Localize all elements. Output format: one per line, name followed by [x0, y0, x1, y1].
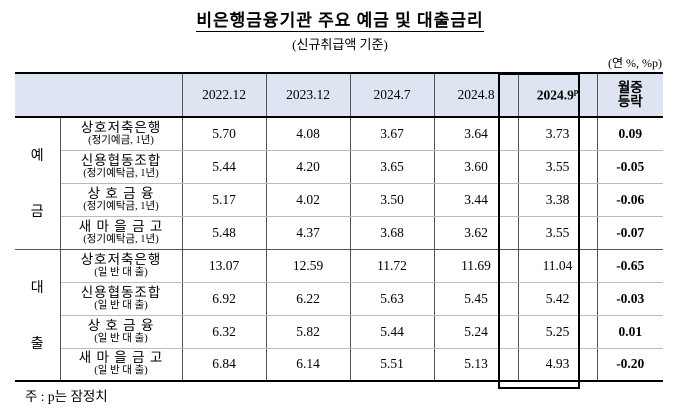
value-cell: 5.44	[182, 150, 266, 184]
value-cell: 3.68	[349, 216, 434, 250]
header-corner	[15, 72, 183, 118]
institution-cell: 상 호 금 융 (정기예탁금, 1년)	[60, 183, 183, 217]
category-deposit: 예 금	[15, 117, 61, 250]
value-cell: 6.92	[182, 282, 266, 316]
value-cell: 5.13	[433, 348, 518, 382]
footnote: 주 : p는 잠정치	[25, 389, 108, 404]
change-cell: -0.03	[596, 282, 663, 316]
table-row: 상 호 금 융 (일 반 대 출) 6.32 5.82 5.44 5.24 5.2…	[15, 315, 663, 349]
institution-cell: 신용협동조합 (정기예탁금, 1년)	[60, 150, 183, 184]
value-cell: 6.32	[182, 315, 266, 349]
table-row: 대 출 상호저축은행 (일 반 대 출) 13.07 12.59 11.72 11…	[15, 249, 663, 382]
value-cell: 13.07	[182, 249, 266, 283]
col-header: 2023.12	[265, 72, 350, 118]
value-cell: 3.44	[433, 183, 518, 217]
value-cell: 3.60	[433, 150, 518, 184]
value-cell: 5.25	[517, 315, 597, 349]
value-cell: 3.73	[517, 117, 597, 151]
value-cell: 3.67	[349, 117, 434, 151]
col-header-change: 월중 등락	[596, 72, 663, 118]
value-cell: 4.02	[265, 183, 350, 217]
category-loan: 대 출	[15, 249, 61, 382]
unit-label: (연 %, %p)	[607, 56, 662, 70]
value-cell: 6.22	[265, 282, 350, 316]
value-cell: 4.08	[265, 117, 350, 151]
value-cell: 3.62	[433, 216, 518, 250]
value-cell: 11.04	[517, 249, 597, 283]
change-cell: -0.20	[596, 348, 663, 382]
change-cell: -0.06	[596, 183, 663, 217]
value-cell: 5.17	[182, 183, 266, 217]
change-cell: -0.05	[596, 150, 663, 184]
col-header: 2022.12	[182, 72, 266, 118]
interest-rate-table: 2022.12 2023.12 2024.7 2024.8 2024.9p 월중…	[15, 72, 663, 382]
table-title: 비은행금융기관 주요 예금 및 대출금리	[196, 11, 484, 32]
col-header: 2024.8	[433, 72, 518, 118]
value-cell: 3.38	[517, 183, 597, 217]
institution-cell: 새 마 을 금 고 (일 반 대 출)	[60, 348, 183, 382]
value-cell: 6.14	[265, 348, 350, 382]
value-cell: 5.45	[433, 282, 518, 316]
value-cell: 11.69	[433, 249, 518, 283]
table-subtitle: (신규취급액 기준)	[292, 37, 388, 52]
institution-cell: 신용협동조합 (일 반 대 출)	[60, 282, 183, 316]
value-cell: 12.59	[265, 249, 350, 283]
value-cell: 5.48	[182, 216, 266, 250]
value-cell: 3.64	[433, 117, 518, 151]
table-row: 신용협동조합 (정기예탁금, 1년) 5.44 4.20 3.65 3.60 3.…	[15, 150, 663, 184]
value-cell: 5.24	[433, 315, 518, 349]
value-cell: 5.82	[265, 315, 350, 349]
change-cell: -0.65	[596, 249, 663, 283]
value-cell: 3.55	[517, 216, 597, 250]
institution-cell: 상호저축은행 (정기예금, 1년)	[60, 117, 183, 151]
value-cell: 3.65	[349, 150, 434, 184]
value-cell: 4.37	[265, 216, 350, 250]
table-row: 새 마 을 금 고 (정기예탁금, 1년) 5.48 4.37 3.68 3.62…	[15, 216, 663, 250]
institution-cell: 새 마 을 금 고 (정기예탁금, 1년)	[60, 216, 183, 250]
value-cell: 5.42	[517, 282, 597, 316]
value-cell: 5.63	[349, 282, 434, 316]
change-cell: 0.09	[596, 117, 663, 151]
table-row: 상 호 금 융 (정기예탁금, 1년) 5.17 4.02 3.50 3.44 3…	[15, 183, 663, 217]
value-cell: 4.20	[265, 150, 350, 184]
header-row: 2022.12 2023.12 2024.7 2024.8 2024.9p 월중…	[15, 72, 663, 118]
value-cell: 5.44	[349, 315, 434, 349]
change-cell: 0.01	[596, 315, 663, 349]
col-header: 2024.7	[349, 72, 434, 118]
value-cell: 3.55	[517, 150, 597, 184]
table-row: 예 금 상호저축은행 (정기예금, 1년) 5.70 4.08 3.67 3.64…	[15, 117, 663, 250]
value-cell: 5.51	[349, 348, 434, 382]
table-row: 신용협동조합 (일 반 대 출) 6.92 6.22 5.63 5.45 5.42…	[15, 282, 663, 316]
col-header-latest: 2024.9p	[517, 72, 597, 118]
value-cell: 6.84	[182, 348, 266, 382]
institution-cell: 상 호 금 융 (일 반 대 출)	[60, 315, 183, 349]
table-row: 새 마 을 금 고 (일 반 대 출) 6.84 6.14 5.51 5.13 4…	[15, 348, 663, 382]
value-cell: 11.72	[349, 249, 434, 283]
value-cell: 5.70	[182, 117, 266, 151]
value-cell: 3.50	[349, 183, 434, 217]
institution-cell: 상호저축은행 (일 반 대 출)	[60, 249, 183, 283]
value-cell: 4.93	[517, 348, 597, 382]
change-cell: -0.07	[596, 216, 663, 250]
